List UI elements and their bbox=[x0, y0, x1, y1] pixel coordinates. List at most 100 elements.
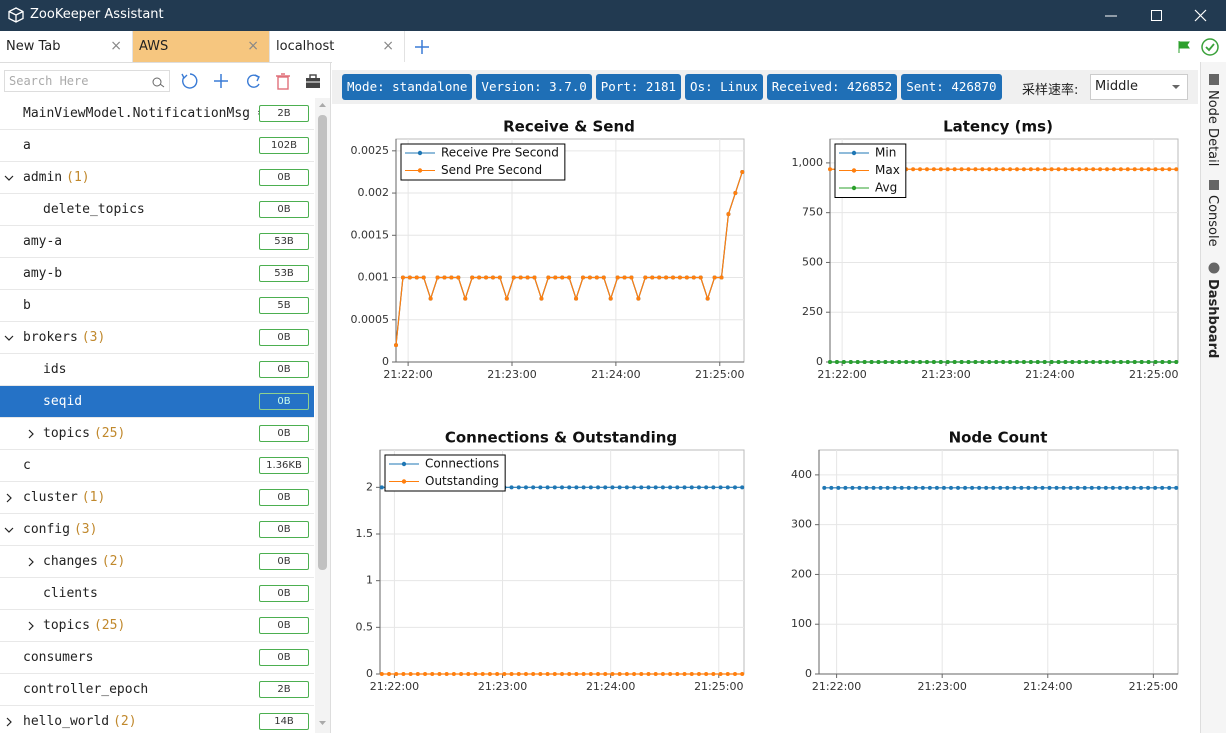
tree-row[interactable]: amy-b 53B bbox=[0, 258, 314, 290]
data-point bbox=[581, 672, 586, 676]
data-point bbox=[1056, 360, 1061, 364]
data-point bbox=[539, 296, 544, 301]
data-point bbox=[603, 485, 608, 490]
expander-closed[interactable] bbox=[4, 717, 14, 727]
rate-select[interactable]: Middle bbox=[1090, 74, 1188, 100]
side-tab[interactable]: Console bbox=[1205, 195, 1220, 247]
search-placeholder: Search Here bbox=[9, 74, 89, 88]
delete-button[interactable] bbox=[276, 73, 290, 90]
node-label: amy-a bbox=[23, 226, 62, 257]
redo-button[interactable] bbox=[247, 74, 260, 88]
data-point bbox=[966, 167, 971, 172]
data-point bbox=[980, 167, 985, 172]
tree-row[interactable]: changes (2) 0B bbox=[0, 546, 314, 578]
node-size: 0B bbox=[259, 489, 309, 506]
tree-row[interactable]: MainViewModel.NotificationMsg = e 2B bbox=[0, 98, 314, 130]
tab[interactable]: localhost × bbox=[270, 31, 405, 62]
tree-row[interactable]: clients 0B bbox=[0, 578, 314, 610]
side-tab-active[interactable]: Dashboard bbox=[1205, 279, 1220, 359]
data-point bbox=[726, 212, 731, 217]
x-tick-label: 21:25:00 bbox=[1129, 368, 1178, 381]
expander-open[interactable] bbox=[4, 173, 14, 183]
tab-label: AWS bbox=[139, 39, 169, 54]
data-point bbox=[610, 485, 615, 490]
data-point bbox=[1139, 167, 1144, 172]
data-point bbox=[740, 485, 745, 490]
data-point bbox=[560, 672, 564, 676]
tree-row[interactable]: hello_world (2) 14B bbox=[0, 706, 314, 733]
expander-closed[interactable] bbox=[26, 557, 36, 567]
tree-row[interactable]: b 5B bbox=[0, 290, 314, 322]
minimize-button[interactable] bbox=[1104, 9, 1118, 23]
legend-box bbox=[384, 454, 506, 492]
tree-row[interactable]: topics (25) 0B bbox=[0, 610, 314, 642]
tree-row[interactable]: seqid 0B bbox=[0, 386, 314, 418]
status-badge: Version: 3.7.0 bbox=[476, 74, 592, 100]
tree-row[interactable]: c 1.36KB bbox=[0, 450, 314, 482]
chevron bbox=[4, 335, 14, 341]
data-point bbox=[1132, 167, 1137, 172]
tree-row[interactable]: brokers (3) 0B bbox=[0, 322, 314, 354]
expander-closed[interactable] bbox=[26, 621, 36, 631]
tree-row[interactable]: ids 0B bbox=[0, 354, 314, 386]
tree-row[interactable]: topics (25) 0B bbox=[0, 418, 314, 450]
node-label: cluster (1) bbox=[23, 482, 105, 513]
tab-close[interactable]: × bbox=[247, 38, 259, 54]
tree-row[interactable]: consumers 0B bbox=[0, 642, 314, 674]
status-ok-icon[interactable] bbox=[1200, 37, 1220, 57]
refresh-button[interactable] bbox=[181, 73, 198, 89]
data-point bbox=[610, 672, 615, 676]
chart-title: Receive & Send bbox=[503, 118, 635, 136]
chevron bbox=[28, 621, 34, 631]
add-button[interactable] bbox=[214, 74, 228, 88]
node-label: MainViewModel.NotificationMsg = e bbox=[23, 98, 281, 129]
x-tick-label: 21:24:00 bbox=[591, 368, 640, 381]
data-point bbox=[834, 360, 839, 364]
tree-row[interactable]: cluster (1) 0B bbox=[0, 482, 314, 514]
data-point bbox=[560, 275, 565, 280]
maximize-button[interactable] bbox=[1150, 9, 1164, 23]
data-point bbox=[1021, 167, 1026, 172]
tree-row[interactable]: controller_epoch 2B bbox=[0, 674, 314, 706]
data-point bbox=[890, 360, 895, 364]
legend-label: Outstanding bbox=[425, 474, 499, 488]
data-point bbox=[394, 343, 398, 348]
data-point bbox=[545, 485, 550, 490]
node-name: c bbox=[23, 458, 31, 473]
tab[interactable]: New Tab × bbox=[0, 31, 133, 62]
tab-close[interactable]: × bbox=[110, 38, 122, 54]
tree-row[interactable]: delete_topics 0B bbox=[0, 194, 314, 226]
data-point bbox=[660, 672, 665, 676]
data-point bbox=[624, 672, 629, 676]
new-tab-button[interactable] bbox=[414, 39, 430, 55]
node-name: a bbox=[23, 138, 31, 153]
expander-closed[interactable] bbox=[4, 493, 14, 503]
node-name: amy-b bbox=[23, 266, 63, 281]
side-tab[interactable]: Node Detail bbox=[1205, 90, 1220, 167]
tree-row[interactable]: amy-a 53B bbox=[0, 226, 314, 258]
status-badge: Mode: standalone bbox=[342, 74, 473, 100]
data-point bbox=[732, 485, 737, 490]
tree-row[interactable]: a 102B bbox=[0, 130, 314, 162]
x-tick-label: 21:24:00 bbox=[1025, 368, 1074, 381]
data-point bbox=[705, 296, 710, 301]
node-label: hello_world (2) bbox=[23, 706, 137, 733]
tree-row[interactable]: config (3) 0B bbox=[0, 514, 314, 546]
flag-icon[interactable] bbox=[1177, 40, 1191, 54]
scrollbar[interactable] bbox=[315, 98, 330, 733]
data-point bbox=[459, 672, 464, 676]
expander-open[interactable] bbox=[4, 525, 14, 535]
close-button[interactable] bbox=[1194, 9, 1208, 23]
toolbox-button[interactable] bbox=[306, 74, 320, 88]
expander-open[interactable] bbox=[4, 333, 14, 343]
expander-closed[interactable] bbox=[26, 429, 36, 439]
y-tick-label: 2 bbox=[366, 480, 373, 493]
tab-close[interactable]: × bbox=[382, 38, 394, 54]
data-point bbox=[956, 485, 961, 490]
data-point bbox=[927, 485, 932, 490]
data-point bbox=[725, 672, 730, 676]
tab-active[interactable]: AWS × bbox=[133, 31, 270, 62]
search-icon[interactable] bbox=[151, 75, 165, 89]
tree-row[interactable]: admin (1) 0B bbox=[0, 162, 314, 194]
search-box[interactable]: Search Here bbox=[4, 70, 170, 92]
